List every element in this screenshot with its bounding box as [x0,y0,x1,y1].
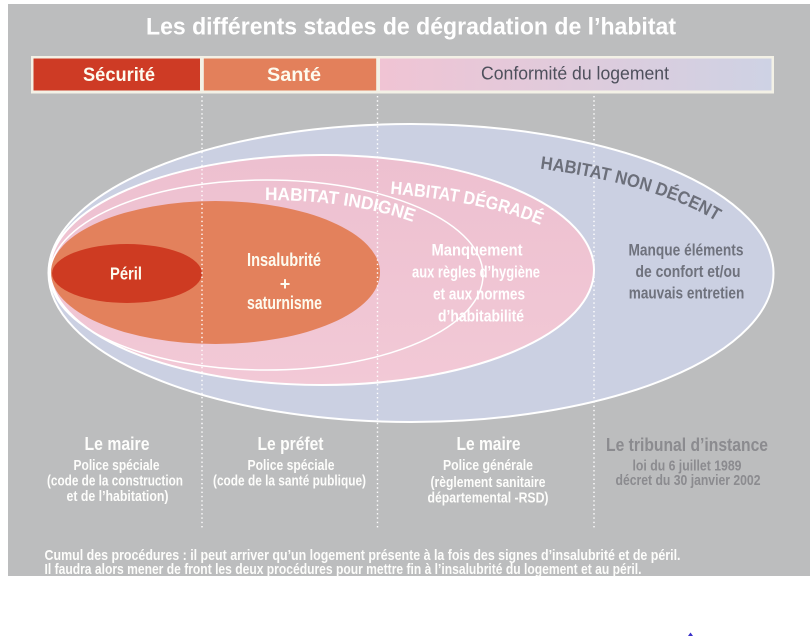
svg-text:aux règles d’hygiène: aux règles d’hygiène [412,264,540,282]
svg-text:Insalubrité: Insalubrité [247,250,321,270]
svg-text:+: + [280,274,291,294]
svg-text:(règlement sanitaire: (règlement sanitaire [431,475,546,491]
svg-text:Santé: Santé [267,65,321,86]
svg-text:Cumul des procédures : il peut: Cumul des procédures : il peut arriver q… [45,547,681,564]
svg-text:départemental -RSD): départemental -RSD) [428,491,549,507]
svg-text:mauvais entretien: mauvais entretien [629,285,745,303]
svg-text:de confort et/ou: de confort et/ou [636,263,741,281]
svg-text:Police générale: Police générale [443,458,533,474]
svg-text:(code de la santé publique): (code de la santé publique) [213,474,366,490]
svg-text:Manquement: Manquement [432,242,523,260]
svg-text:Le maire: Le maire [85,434,150,454]
svg-text:loi du 6 juillet 1989: loi du 6 juillet 1989 [633,459,742,475]
svg-text:Manque éléments: Manque éléments [629,242,744,260]
svg-text:Les différents stades de dégra: Les différents stades de dégradation de … [146,14,676,41]
svg-text:Sécurité: Sécurité [83,65,155,86]
svg-text:Police spéciale: Police spéciale [248,458,335,474]
svg-text:décret du 30 janvier 2002: décret du 30 janvier 2002 [616,473,761,489]
svg-text:Le tribunal d’instance: Le tribunal d’instance [606,435,768,455]
svg-text:(code de la construction: (code de la construction [47,474,183,490]
svg-text:Conformité du logement: Conformité du logement [481,64,669,84]
svg-text:saturnisme: saturnisme [247,293,322,313]
svg-text:Il faudra alors mener de front: Il faudra alors mener de front les deux … [45,561,642,578]
svg-text:Le maire: Le maire [457,434,521,454]
svg-text:Police spéciale: Police spéciale [74,458,160,474]
svg-text:et de l’habitation): et de l’habitation) [67,489,169,505]
svg-text:et aux normes: et aux normes [433,286,525,304]
svg-text:Péril: Péril [110,263,142,283]
svg-text:d’habitabilité: d’habitabilité [438,308,524,326]
svg-text:Le préfet: Le préfet [258,434,324,454]
